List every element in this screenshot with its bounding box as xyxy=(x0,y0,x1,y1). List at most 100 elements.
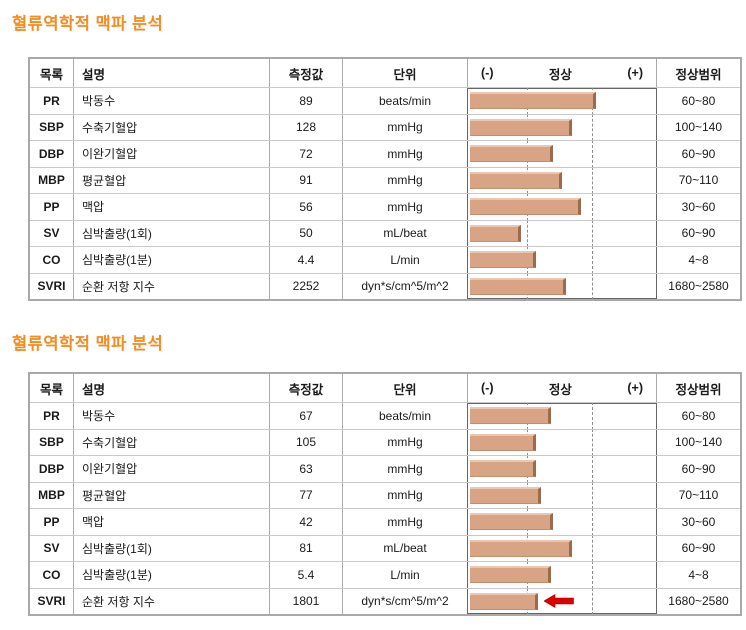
description-cell: 이완기혈압 xyxy=(74,456,270,482)
normal-max-divider xyxy=(592,167,594,193)
range-cell: 1680~2580 xyxy=(668,279,729,294)
description-cell: 박동수 xyxy=(74,403,270,429)
header-minus-label: (-) xyxy=(481,66,494,80)
value-cell: 1801 xyxy=(270,588,343,614)
chart-cell xyxy=(467,273,657,299)
measurement-bar xyxy=(470,592,538,610)
table-row: SBP 수축기혈압 105 mmHg 100~140 xyxy=(30,428,740,455)
range-cell: 100~140 xyxy=(674,120,723,135)
chart-cell xyxy=(467,509,657,535)
measurement-bar xyxy=(470,513,553,531)
item-code-cell: SBP xyxy=(30,114,74,140)
normal-max-divider xyxy=(592,456,594,482)
description-cell: 순환 저항 지수 xyxy=(74,273,270,299)
table-row: DBP 이완기혈압 72 mmHg 60~90 xyxy=(30,140,740,167)
item-code-cell: DBP xyxy=(30,456,74,482)
chart-cell xyxy=(467,588,657,614)
range-cell: 70~110 xyxy=(678,488,719,503)
normal-max-divider xyxy=(592,141,594,167)
header-unit: 단위 xyxy=(393,382,417,397)
value-cell: 91 xyxy=(270,167,343,193)
unit-cell: L/min xyxy=(390,252,420,267)
normal-max-divider xyxy=(592,247,594,273)
table-row: CO 심박출량(1분) 5.4 L/min 4~8 xyxy=(30,561,740,588)
normal-max-divider xyxy=(592,588,594,614)
range-cell: 60~90 xyxy=(681,146,716,161)
chart-cell xyxy=(467,167,657,193)
header-normal-label: 정상 xyxy=(548,67,572,82)
range-cell: 30~60 xyxy=(681,199,716,214)
description-cell: 심박출량(1회) xyxy=(74,220,270,246)
hemodynamic-table-2: 목록 설명 측정값 단위 (-) 정상 (+) 정상범위 PR 박동수 67 b… xyxy=(28,372,742,616)
header-value: 측정값 xyxy=(270,59,343,87)
value-cell: 128 xyxy=(270,114,343,140)
table-row: PP 맥압 42 mmHg 30~60 xyxy=(30,508,740,535)
item-code-cell: DBP xyxy=(30,141,74,167)
chart-cell xyxy=(467,114,657,140)
description-cell: 맥압 xyxy=(74,194,270,220)
unit-cell: mmHg xyxy=(387,120,423,135)
table-row: MBP 평균혈압 77 mmHg 70~110 xyxy=(30,481,740,508)
value-cell: 42 xyxy=(270,509,343,535)
item-code-cell: SV xyxy=(30,535,74,561)
description-cell: 박동수 xyxy=(74,88,270,114)
range-cell: 100~140 xyxy=(674,435,723,450)
normal-min-divider xyxy=(527,220,529,246)
table-row: CO 심박출량(1분) 4.4 L/min 4~8 xyxy=(30,246,740,273)
range-cell: 30~60 xyxy=(681,514,716,529)
chart-cell xyxy=(467,535,657,561)
range-cell: 60~80 xyxy=(681,93,716,108)
item-code-cell: SVRI xyxy=(30,273,74,299)
range-cell: 60~90 xyxy=(681,226,716,241)
chart-cell xyxy=(467,194,657,220)
item-code-cell: SBP xyxy=(30,429,74,455)
unit-cell: mmHg xyxy=(387,461,423,476)
item-code-cell: PR xyxy=(30,403,74,429)
normal-max-divider xyxy=(592,535,594,561)
range-cell: 60~90 xyxy=(681,541,716,556)
range-cell: 4~8 xyxy=(688,567,709,582)
hemodynamic-table-1: 목록 설명 측정값 단위 (-) 정상 (+) 정상범위 PR 박동수 89 b… xyxy=(28,57,742,301)
unit-cell: mmHg xyxy=(387,435,423,450)
range-cell: 60~90 xyxy=(681,461,716,476)
section-title: 혈류역학적 맥파 분석 xyxy=(12,335,164,353)
item-code-cell: CO xyxy=(30,562,74,588)
normal-max-divider xyxy=(592,220,594,246)
description-cell: 심박출량(1분) xyxy=(74,247,270,273)
description-cell: 이완기혈압 xyxy=(74,141,270,167)
value-cell: 81 xyxy=(270,535,343,561)
header-normal-scale: (-) 정상 (+) xyxy=(467,374,657,402)
chart-cell xyxy=(467,88,657,114)
unit-cell: mL/beat xyxy=(383,226,427,241)
table-row: PP 맥압 56 mmHg 30~60 xyxy=(30,193,740,220)
description-cell: 맥압 xyxy=(74,509,270,535)
value-cell: 50 xyxy=(270,220,343,246)
item-code-cell: SV xyxy=(30,220,74,246)
unit-cell: beats/min xyxy=(378,93,432,108)
item-code-cell: PP xyxy=(30,509,74,535)
measurement-bar xyxy=(470,171,563,189)
value-cell: 2252 xyxy=(270,273,343,299)
description-cell: 평균혈압 xyxy=(74,482,270,508)
measurement-bar xyxy=(470,92,596,110)
section-title: 혈류역학적 맥파 분석 xyxy=(12,15,164,33)
measurement-bar xyxy=(470,539,572,557)
table-header-row: 목록 설명 측정값 단위 (-) 정상 (+) 정상범위 xyxy=(30,59,740,87)
range-cell: 4~8 xyxy=(688,252,709,267)
table-row: PR 박동수 67 beats/min 60~80 xyxy=(30,402,740,429)
measurement-bar xyxy=(470,251,536,269)
range-cell: 70~110 xyxy=(678,173,719,188)
value-cell: 63 xyxy=(270,456,343,482)
chart-cell xyxy=(467,429,657,455)
table-row: SV 심박출량(1회) 50 mL/beat 60~90 xyxy=(30,219,740,246)
measurement-bar xyxy=(470,277,566,295)
range-cell: 1680~2580 xyxy=(668,594,729,609)
description-cell: 평균혈압 xyxy=(74,167,270,193)
item-code-cell: SVRI xyxy=(30,588,74,614)
header-description: 설명 xyxy=(74,374,270,402)
chart-cell xyxy=(467,220,657,246)
value-cell: 56 xyxy=(270,194,343,220)
table-row: PR 박동수 89 beats/min 60~80 xyxy=(30,87,740,114)
unit-cell: mmHg xyxy=(387,199,423,214)
chart-cell xyxy=(467,141,657,167)
